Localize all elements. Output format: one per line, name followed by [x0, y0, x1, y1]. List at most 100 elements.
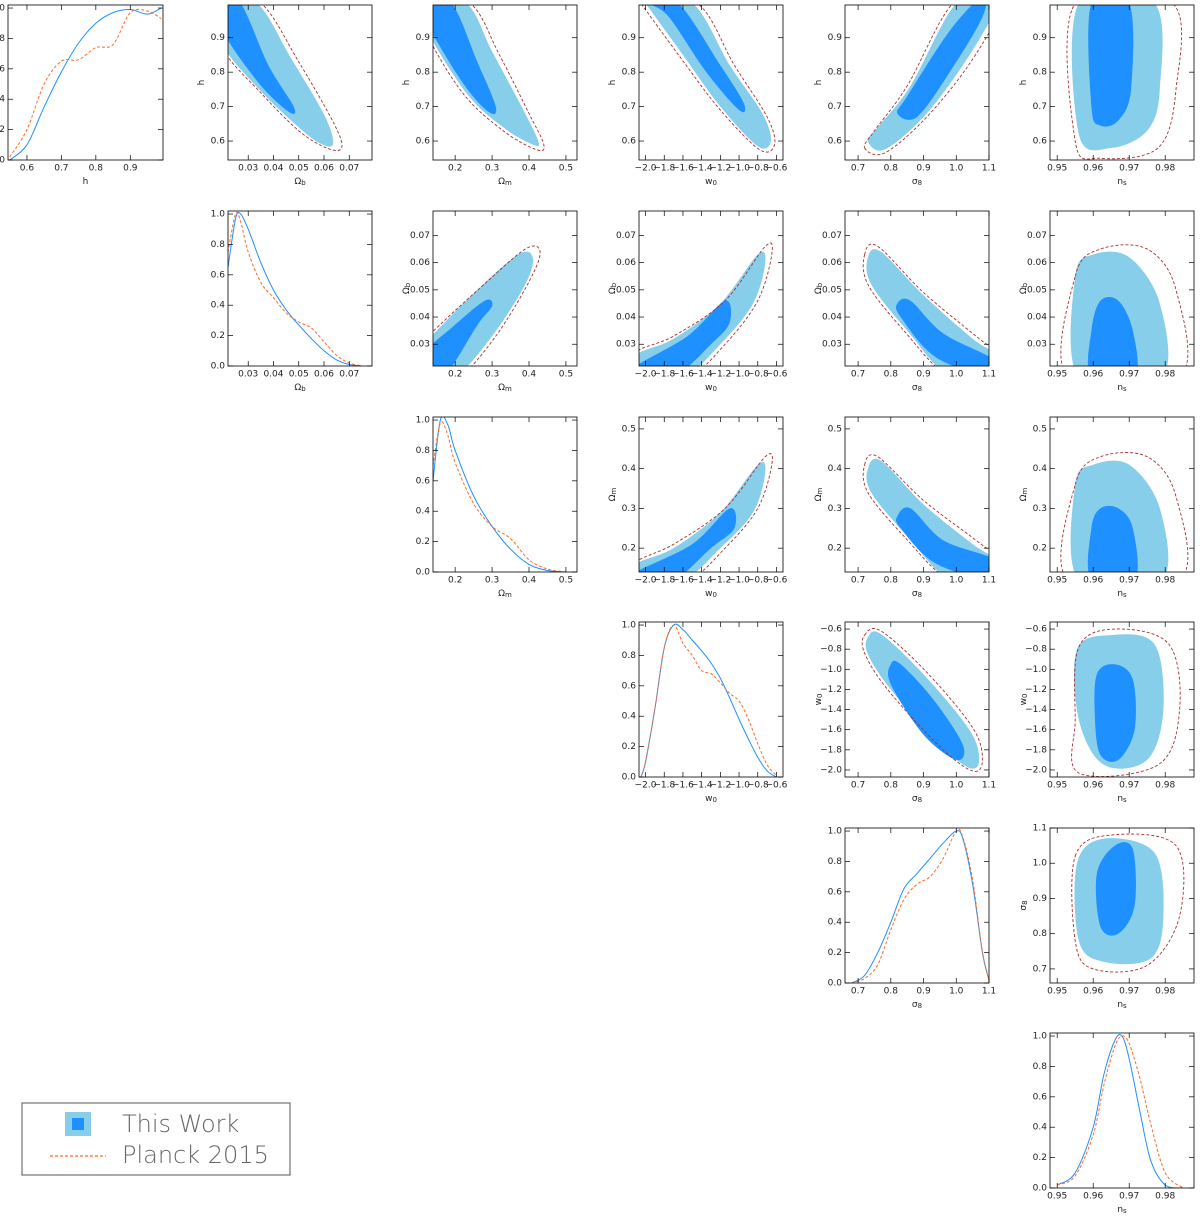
axis-label-sub: 8 — [918, 1002, 922, 1010]
density-curve — [433, 417, 566, 572]
legend: This Work Planck 2015 — [21, 1102, 291, 1176]
y-tick-label: 1.1 — [1033, 824, 1047, 834]
axis-label-base: w — [705, 589, 712, 599]
panel-frame — [638, 621, 784, 778]
y-tick-label: 1.0 — [622, 621, 637, 631]
contour-planck — [862, 243, 989, 366]
panel-frame — [432, 416, 578, 573]
panel-frame — [1049, 4, 1195, 161]
contours — [861, 628, 983, 772]
y-tick-label: −1.0 — [1025, 665, 1047, 675]
axis-label-sub: s — [1123, 179, 1127, 187]
axis-label-sub: b — [404, 282, 412, 287]
x-tick-label: 0.03 — [238, 164, 258, 174]
x-tick-label: 0.5 — [559, 576, 573, 586]
y-tick-label: 0.8 — [828, 857, 843, 867]
panel-frame — [227, 210, 373, 367]
contour-inner — [895, 507, 989, 572]
y-tick-label: 0.0 — [416, 568, 431, 578]
axis-label: h — [402, 80, 412, 86]
contour-inner — [433, 299, 493, 366]
y-tick-label: 0.6 — [828, 137, 843, 147]
contour-outer — [866, 458, 989, 572]
axis-label: Ωb — [294, 177, 306, 188]
x-tick-label: 1.0 — [949, 781, 964, 791]
x-tick-label: 1.0 — [949, 164, 964, 174]
contour-panel: 0.03 0.04 0.05 0.06 0.07 Ωb 0.6 0.7 0.8 0.9 h — [197, 4, 373, 188]
contour-outer — [866, 249, 989, 366]
contour-inner — [433, 5, 497, 115]
axis-label: Ωm — [498, 589, 512, 600]
y-tick-label: 0.8 — [416, 446, 431, 456]
density-curve — [640, 623, 777, 777]
x-tick-label: 0.3 — [485, 370, 499, 380]
contour-panel: 0.95 0.96 0.97 0.98 ns 0.7 0.8 0.9 1.0 1.1 σ8 — [1019, 824, 1195, 1010]
diagonal-panel: 0.03 0.04 0.05 0.06 0.07 Ωb 0.0 0.2 0.4 0.6 0.8 1.0 — [211, 210, 373, 393]
x-tick-label: 0.98 — [1155, 987, 1175, 997]
panel-frame — [844, 827, 990, 984]
y-tick-label: 0.07 — [1027, 231, 1047, 241]
x-tick-label: −1.2 — [709, 576, 731, 586]
x-tick-label: 0.96 — [1083, 781, 1103, 791]
x-tick-label: 0.7 — [851, 987, 865, 997]
x-tick-label: 0.7 — [851, 370, 865, 380]
y-tick-label: 0.4 — [1033, 464, 1048, 474]
y-tick-label: 0.4 — [1033, 1123, 1048, 1133]
axis-label-sub: 0 — [1021, 694, 1029, 698]
x-tick-label: 1.1 — [982, 576, 996, 586]
x-tick-label: 1.1 — [982, 164, 996, 174]
x-tick-label: 0.9 — [916, 576, 931, 586]
panel-frame — [1049, 827, 1195, 984]
axis-label: w0 — [1019, 694, 1030, 706]
x-tick-label: −1.2 — [709, 164, 731, 174]
y-tick-label: 0.8 — [622, 651, 637, 661]
y-tick-label: 0.7 — [416, 102, 430, 112]
x-tick-label: 0.7 — [851, 164, 865, 174]
contour-inner — [1087, 296, 1138, 366]
axis-label-sub: s — [1123, 1002, 1127, 1010]
y-tick-label: 0.04 — [1027, 313, 1047, 323]
y-tick-label: 0.6 — [211, 270, 226, 280]
x-tick-label: 0.97 — [1119, 164, 1139, 174]
x-tick-label: 0.96 — [1083, 164, 1103, 174]
y-tick-label: 0.05 — [616, 285, 636, 295]
contours — [1066, 5, 1183, 160]
contour-panel: 0.95 0.96 0.97 0.98 ns 0.2 0.3 0.4 0.5 Ωm — [1019, 416, 1195, 599]
axis-label-base: n — [1117, 1000, 1123, 1010]
contours — [639, 242, 773, 366]
legend-label: This Work — [122, 1110, 240, 1138]
x-tick-label: 0.7 — [851, 576, 865, 586]
axis-label: Ωm — [814, 487, 825, 501]
axis-label-base: Ω — [294, 177, 301, 187]
y-tick-label: −1.6 — [1025, 725, 1047, 735]
y-tick-label: −1.8 — [1025, 745, 1047, 755]
y-tick-label: 0.03 — [410, 340, 430, 350]
axis-label: σ8 — [912, 1000, 922, 1011]
x-tick-label: 0.03 — [238, 370, 258, 380]
axis-label: w0 — [705, 177, 717, 188]
x-tick-label: −0.6 — [766, 781, 788, 791]
curves — [851, 828, 989, 983]
contour-panel: 0.7 0.8 0.9 1.0 1.1 σ8 0.03 0.04 0.05 0.06 0.07 Ωb — [814, 210, 996, 393]
axis-label-sub: 0 — [712, 591, 716, 599]
y-tick-label: 0.2 — [1033, 1153, 1047, 1163]
panel-frame — [844, 4, 990, 161]
axis-label-sub: m — [505, 179, 512, 187]
y-tick-label: 0.2 — [1033, 544, 1047, 554]
panel-frame — [7, 4, 164, 161]
y-tick-label: 0.2 — [622, 742, 636, 752]
density-curve — [851, 828, 989, 983]
y-tick-label: −1.4 — [1025, 705, 1047, 715]
density-curve — [1056, 1035, 1184, 1188]
x-tick-label: −1.8 — [653, 164, 675, 174]
axis-label: h — [608, 80, 618, 86]
x-tick-label: 0.4 — [522, 370, 537, 380]
x-tick-label: −0.8 — [747, 370, 769, 380]
axis-label: ns — [1117, 177, 1127, 188]
axis-label-sub: 8 — [918, 179, 922, 187]
y-tick-label: 0.6 — [0, 64, 5, 74]
axis-label-base: w — [705, 794, 712, 804]
axis-label-sub: 8 — [918, 796, 922, 804]
